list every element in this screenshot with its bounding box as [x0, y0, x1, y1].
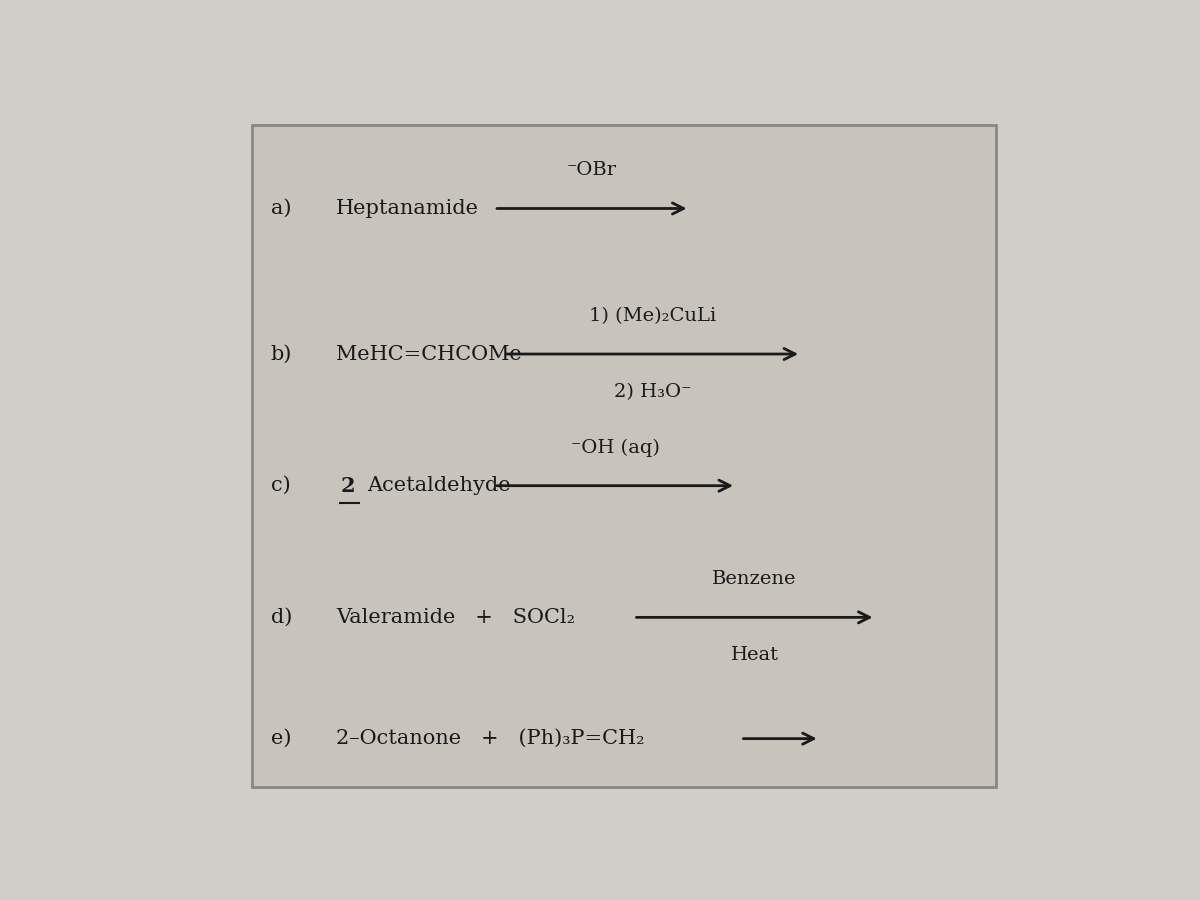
Text: a): a): [271, 199, 292, 218]
Text: ⁻OH (aq): ⁻OH (aq): [570, 438, 660, 456]
Text: Heptanamide: Heptanamide: [336, 199, 479, 218]
Text: Valeramide   +   SOCl₂: Valeramide + SOCl₂: [336, 608, 575, 627]
Text: 1) (Me)₂CuLi: 1) (Me)₂CuLi: [588, 307, 716, 325]
Text: d): d): [271, 608, 293, 627]
Text: MeHC=CHCOMe: MeHC=CHCOMe: [336, 345, 522, 364]
Text: Heat: Heat: [731, 646, 779, 664]
Text: c): c): [271, 476, 290, 495]
Text: 2) H₃O⁻: 2) H₃O⁻: [613, 383, 691, 401]
Text: 2: 2: [341, 476, 355, 496]
Text: Acetaldehyde: Acetaldehyde: [367, 476, 510, 495]
Text: ⁻OBr: ⁻OBr: [566, 161, 617, 179]
FancyBboxPatch shape: [252, 125, 996, 788]
Text: b): b): [271, 345, 293, 364]
Text: Benzene: Benzene: [713, 571, 797, 589]
Text: 2–Octanone   +   (Ph)₃P=CH₂: 2–Octanone + (Ph)₃P=CH₂: [336, 729, 644, 748]
Text: e): e): [271, 729, 292, 748]
